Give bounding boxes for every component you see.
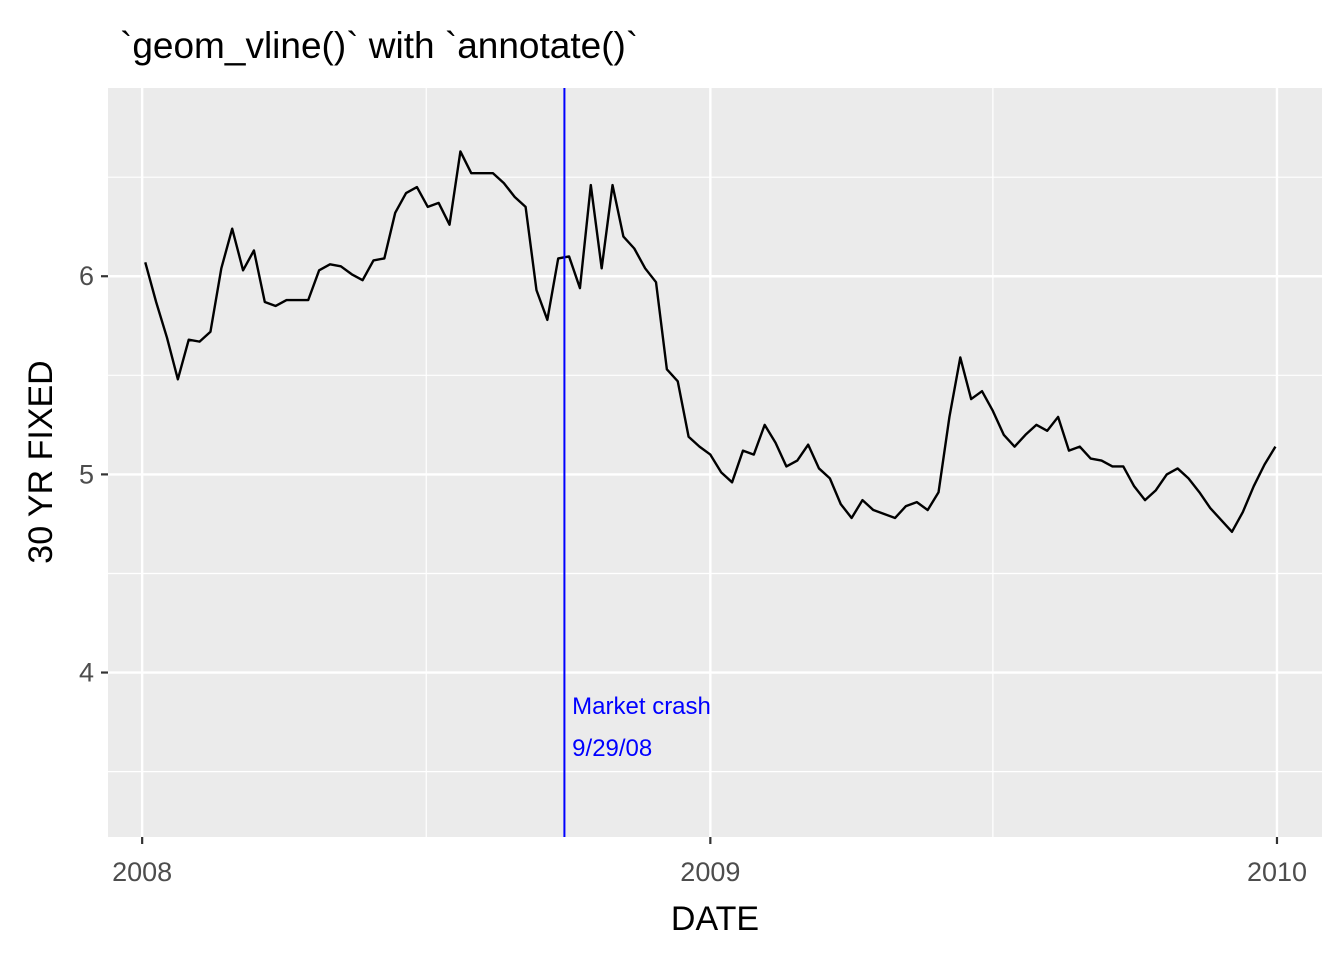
x-tick-label: 2008 [112, 857, 172, 887]
annotation-line-2: 9/29/08 [572, 735, 652, 762]
chart-title: `geom_vline()` with `annotate()` [120, 25, 638, 66]
x-tick-label: 2009 [680, 857, 740, 887]
y-tick-label: 4 [79, 658, 94, 688]
y-tick-label: 6 [79, 261, 94, 291]
grid-minor [108, 88, 1322, 837]
series-line-30yr-fixed [144, 150, 1277, 534]
grid-major [108, 88, 1322, 837]
x-axis-title: DATE [671, 900, 759, 938]
x-tick-label: 2010 [1247, 857, 1307, 887]
annotation-line-1: Market crash [572, 693, 711, 720]
y-axis: 4 5 6 [79, 261, 108, 688]
y-axis-title: 30 YR FIXED [22, 360, 60, 563]
y-tick-label: 5 [79, 459, 94, 489]
x-axis: 2008 2009 2010 [112, 837, 1307, 887]
